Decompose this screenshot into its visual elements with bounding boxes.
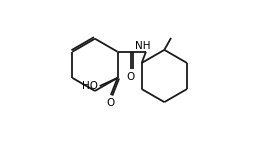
Text: O: O	[127, 72, 135, 82]
Text: NH: NH	[135, 41, 150, 51]
Text: HO: HO	[82, 81, 98, 91]
Text: O: O	[107, 98, 115, 108]
